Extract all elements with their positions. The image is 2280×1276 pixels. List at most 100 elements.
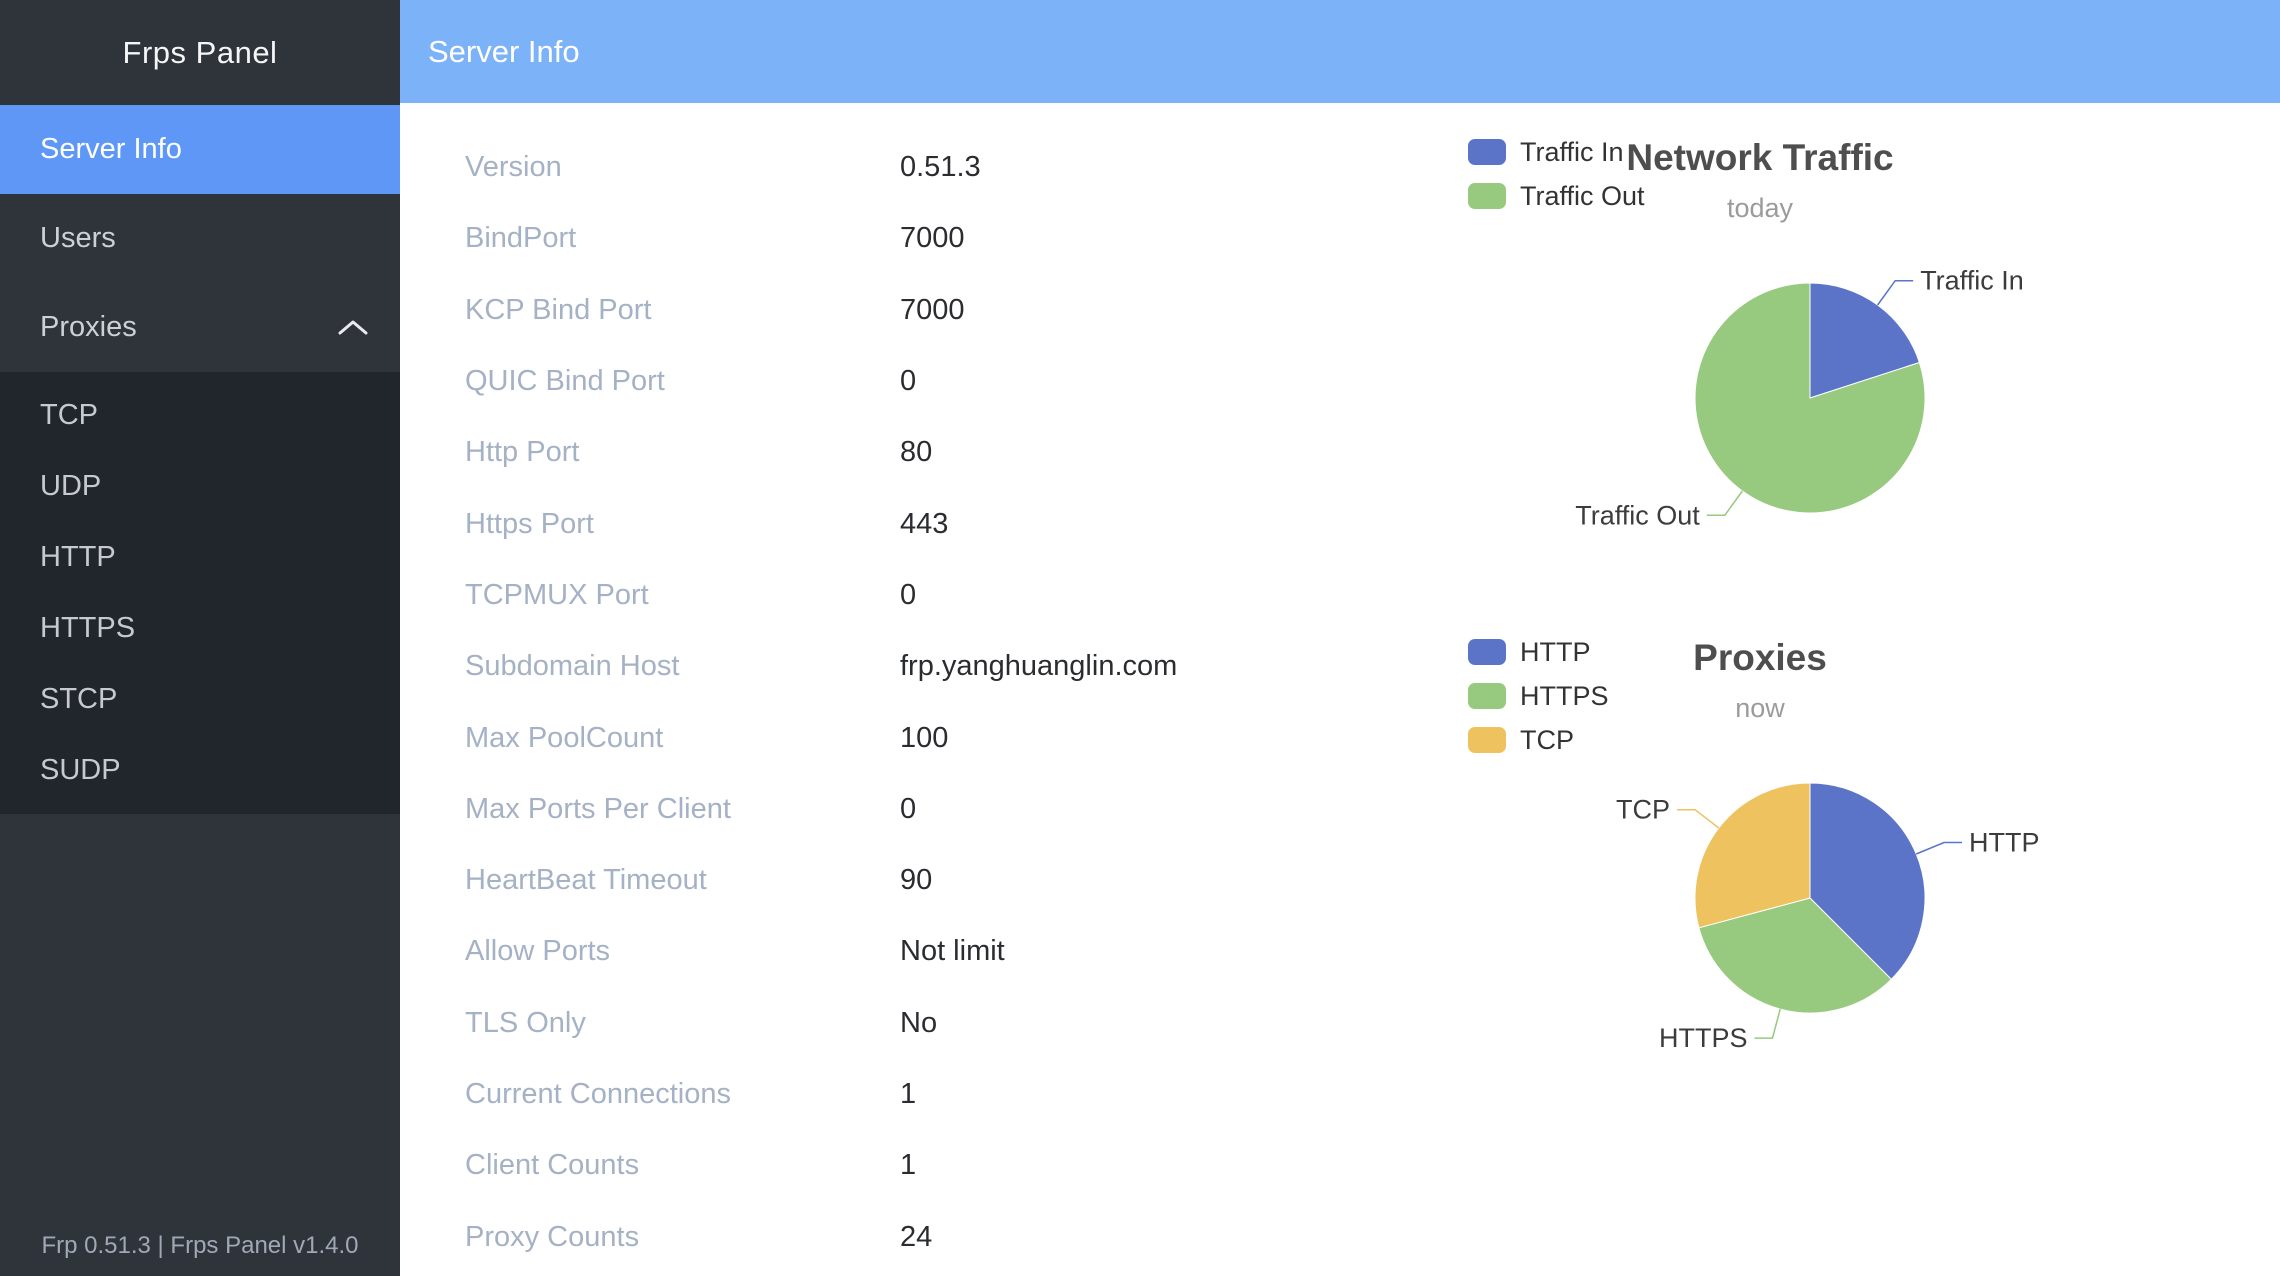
legend-swatch-traffic-in [1468, 139, 1506, 165]
info-value: Not limit [900, 935, 1005, 968]
info-label: TLS Only [465, 1006, 586, 1039]
sidebar-subitem-sudp[interactable]: SUDP [0, 735, 400, 806]
legend-swatch-https [1468, 683, 1506, 709]
info-label: HeartBeat Timeout [465, 864, 707, 897]
chart-subtitle: now [1735, 693, 1785, 723]
info-label: Https Port [465, 507, 594, 540]
info-value: 0 [900, 365, 917, 398]
pie-label-http: HTTP [1969, 828, 2040, 858]
info-row-subdomain-host: Subdomain Host frp.yanghuanglin.com [465, 631, 1345, 702]
sidebar-subitem-tcp[interactable]: TCP [0, 380, 400, 451]
info-value: 90 [900, 864, 933, 897]
sidebar-item-server-info[interactable]: Server Info [0, 105, 400, 194]
info-label: Max Ports Per Client [465, 792, 731, 825]
pie-label-tcp: TCP [1616, 795, 1670, 825]
pie-label-https: HTTPS [1659, 1023, 1748, 1053]
legend-item-traffic-in[interactable]: Traffic In [1468, 130, 1645, 174]
info-label: Http Port [465, 436, 580, 469]
proxies-chart: HTTP HTTPS TCP Proxies now HTTP HTTPS TCP [1440, 603, 2280, 1179]
pie-label-line-https [1754, 1008, 1781, 1039]
chart-titlebox: Network Traffic today [1510, 137, 2010, 224]
legend-label: HTTPS [1520, 680, 1609, 711]
sidebar-subitem-label: TCP [40, 399, 98, 431]
pie-svg-network-traffic: Traffic In Traffic Out [1575, 266, 2023, 531]
legend-item-tcp[interactable]: TCP [1468, 718, 1609, 762]
legend-item-http[interactable]: HTTP [1468, 630, 1609, 674]
info-row-client-counts: Client Counts 1 [465, 1130, 1345, 1201]
pie-label-line-traffic-out [1706, 490, 1744, 517]
info-value: 7000 [900, 222, 965, 255]
info-label: Subdomain Host [465, 650, 680, 683]
info-row-proxy-counts: Proxy Counts 24 [465, 1201, 1345, 1272]
info-row-bindport: BindPort 7000 [465, 203, 1345, 274]
sidebar: Frps Panel Server Info Users Proxies TCP UDP… [0, 0, 400, 1276]
info-value: No [900, 1006, 938, 1039]
pie-slice-https[interactable] [1698, 897, 1893, 1014]
page-title: Server Info [428, 33, 580, 69]
info-label: Version [465, 151, 562, 184]
legend-label: TCP [1520, 724, 1574, 755]
sidebar-subitem-label: UDP [40, 470, 102, 502]
chart-subtitle: today [1726, 193, 1794, 223]
info-label: BindPort [465, 222, 577, 255]
legend-label: HTTP [1520, 636, 1591, 667]
sidebar-item-label: Users [40, 222, 116, 254]
pie-slice-http[interactable] [1809, 782, 1926, 981]
info-row-version: Version 0.51.3 [465, 132, 1345, 203]
sidebar-subitem-label: SUDP [40, 754, 121, 786]
info-value: 7000 [900, 293, 965, 326]
info-value: 1 [900, 1078, 917, 1110]
info-label: Allow Ports [465, 935, 611, 968]
network-traffic-chart: Traffic In Traffic Out Network Traffic toda… [1440, 103, 2280, 623]
legend-item-https[interactable]: HTTPS [1468, 674, 1609, 718]
info-value: 1 [900, 1149, 917, 1182]
app-brand: Frps Panel [122, 34, 278, 70]
info-label: Client Counts [465, 1149, 640, 1182]
info-label: QUIC Bind Port [465, 365, 665, 398]
sidebar-subitem-http[interactable]: HTTP [0, 522, 400, 593]
page-header: Server Info [400, 0, 2280, 103]
info-row-tcpmux-port: TCPMUX Port 0 [465, 560, 1345, 631]
sidebar-subitem-label: HTTP [40, 541, 116, 573]
sidebar-subitem-stcp[interactable]: STCP [0, 664, 400, 735]
sidebar-footer-version: Frp 0.51.3 | Frps Panel v1.4.0 [41, 1232, 359, 1259]
info-value: 80 [900, 436, 933, 469]
info-row-current-connections: Current Connections 1 [465, 1059, 1345, 1130]
sidebar-subitem-label: STCP [40, 683, 118, 715]
sidebar-subitem-label: HTTPS [40, 612, 136, 644]
pie-label-line-traffic-in [1876, 279, 1914, 306]
info-label: TCPMUX Port [465, 578, 649, 611]
sidebar-subitem-https[interactable]: HTTPS [0, 593, 400, 664]
pie-slice-traffic-out[interactable] [1694, 282, 1926, 514]
pie-label-line-http [1915, 841, 1962, 855]
info-value: 0 [900, 578, 917, 611]
legend-label: Traffic In [1520, 136, 1624, 167]
info-label: KCP Bind Port [465, 293, 652, 326]
legend-swatch-http [1468, 639, 1506, 665]
pie-label-line-tcp [1677, 808, 1720, 829]
sidebar-item-label: Proxies [40, 311, 137, 343]
sidebar-item-proxies[interactable]: Proxies [0, 283, 400, 372]
info-row-heartbeat-timeout: HeartBeat Timeout 90 [465, 845, 1345, 916]
info-value: 0.51.3 [900, 151, 981, 184]
pie-slice-traffic-in[interactable] [1809, 282, 1921, 399]
info-row-max-poolcount: Max PoolCount 100 [465, 702, 1345, 773]
main-area: Server Info Version 0.51.3 BindPort 7000 KCP… [400, 0, 2280, 1276]
pie-label-traffic-out: Traffic Out [1575, 500, 1700, 530]
chart-title: Proxies [1693, 637, 1827, 678]
info-label: Current Connections [465, 1078, 731, 1110]
legend-item-traffic-out[interactable]: Traffic Out [1468, 174, 1645, 218]
info-value: 24 [900, 1220, 933, 1253]
info-row-tls-only: TLS Only No [465, 988, 1345, 1059]
chart-legend: HTTP HTTPS TCP [1468, 630, 1609, 762]
sidebar-nav: Server Info Users Proxies TCP UDP HTTP HTTPS ST… [0, 105, 400, 814]
sidebar-item-users[interactable]: Users [0, 194, 400, 283]
info-row-kcp-bind-port: KCP Bind Port 7000 [465, 275, 1345, 346]
sidebar-subitem-udp[interactable]: UDP [0, 451, 400, 522]
info-row-http-port: Http Port 80 [465, 417, 1345, 488]
info-label: Proxy Counts [465, 1220, 640, 1253]
legend-swatch-traffic-out [1468, 183, 1506, 209]
sidebar-item-label: Server Info [40, 133, 182, 165]
info-row-max-ports-per-client: Max Ports Per Client 0 [465, 774, 1345, 845]
